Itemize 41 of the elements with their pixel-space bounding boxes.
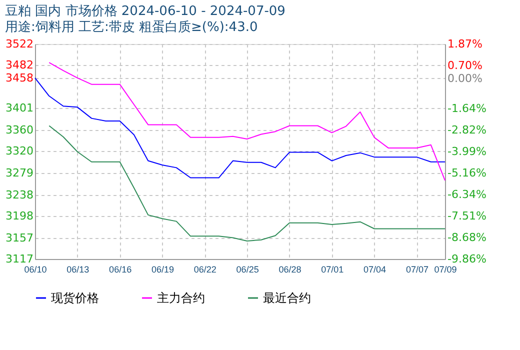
y-tick-label: 3482 [6,58,34,72]
legend-label: 最近合约 [263,291,311,305]
x-tick-label: 06/16 [109,264,132,274]
y-tick-label: 3198 [6,210,34,222]
y2-tick-label: 0.70% [448,58,482,72]
x-tick-label: 07/04 [364,264,386,274]
x-tick-label: 06/22 [194,264,216,274]
y2-tick-label: -8.68% [448,230,486,244]
y-tick-label: 3117 [6,252,34,266]
y2-tick-label: -9.86% [448,252,486,266]
y-tick-label: 3522 [6,38,34,50]
legend-label: 现货价格 [51,291,99,305]
x-tick-label: 07/09 [434,264,457,274]
y2-tick-label: -6.34% [448,188,486,201]
x-tick-label: 06/19 [151,264,174,274]
x-tick-label: 06/13 [66,264,90,274]
y2-tick-label: -3.99% [448,144,486,158]
y-tick-label: 3401 [6,102,34,115]
chart-title: 豆粕 国内 市场价格 2024-06-10 - 2024-07-09 [5,4,286,19]
x-tick-label: 06/28 [278,264,302,274]
y2-tick-label: 0.00% [448,72,482,85]
y-tick-label: 3279 [6,166,34,180]
y-tick-label: 3157 [6,231,34,244]
y2-tick-label: -7.51% [448,209,486,222]
y2-tick-label: -2.82% [448,123,486,136]
x-tick-label: 07/07 [406,264,428,274]
chart-subtitle: 用途:饲料用 工艺:带皮 粗蛋白质≥(%):43.0 [5,20,258,35]
line-series [48,62,446,181]
x-tick-label: 06/25 [236,264,259,274]
y-tick-label: 3360 [6,124,34,136]
y-tick-label: 3238 [6,188,34,202]
line-series [34,77,446,178]
y2-tick-label: -1.64% [448,102,486,115]
x-tick-label: 06/10 [24,264,47,274]
x-tick-label: 07/01 [321,264,344,274]
y2-tick-label: -5.16% [448,166,486,180]
line-series [48,125,446,242]
y-tick-label: 3458 [6,71,34,84]
y-tick-label: 3320 [6,144,34,158]
y2-tick-label: 1.87% [448,38,482,50]
legend-label: 主力合约 [157,291,205,305]
